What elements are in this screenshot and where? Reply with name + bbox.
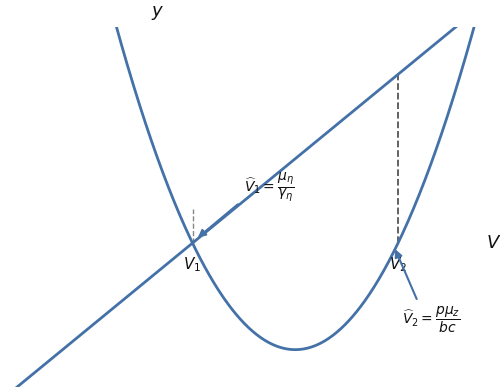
Text: y: y: [152, 2, 162, 20]
Text: $\widehat{V}_1 = \dfrac{\mu_\eta}{\gamma_\eta}$: $\widehat{V}_1 = \dfrac{\mu_\eta}{\gamma…: [244, 170, 294, 204]
Text: $V_1$: $V_1$: [184, 256, 202, 274]
Text: $V_2$: $V_2$: [389, 256, 407, 274]
Text: V: V: [486, 234, 499, 252]
Text: $\widehat{V}_2 = \dfrac{p\mu_z}{bc}$: $\widehat{V}_2 = \dfrac{p\mu_z}{bc}$: [402, 305, 460, 335]
